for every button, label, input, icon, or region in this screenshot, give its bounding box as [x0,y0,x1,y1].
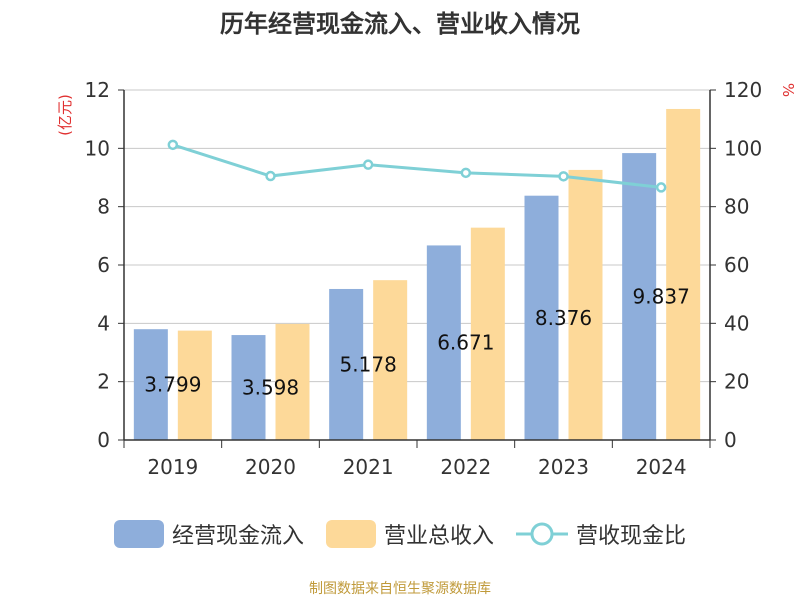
x-tick-label: 2023 [538,455,589,479]
y2-tick-label: 120 [724,78,762,102]
legend-swatch-revenue [325,520,376,548]
y2-tick-label: 80 [724,195,749,219]
y2-tick-label: 40 [724,311,749,335]
ratio-line [172,143,662,189]
y-tick-label: 12 [85,78,110,102]
bar-revenue [666,108,701,440]
chart-title: 历年经营现金流入、营业收入情况 [220,10,580,38]
y2-tick-label: 100 [724,136,762,160]
ratio-point [265,170,276,182]
ratio-point [460,167,472,179]
x-tick-label: 2021 [343,455,394,479]
y-tick-label: 4 [97,311,110,335]
bars [133,108,701,440]
ratio-point [558,171,569,182]
x-tick-label: 2020 [245,455,296,479]
legend-line-marker-icon [516,522,568,546]
legend-label-revenue: 营业总收入 [383,524,494,549]
legend-swatch-cash-inflow [113,520,164,548]
ratio-point [167,139,179,151]
bar-cash-inflow [426,245,461,440]
y2-axis-label: % [779,83,797,97]
y-tick-label: 8 [97,195,110,219]
bar-revenue [568,169,603,440]
x-tick-label: 2024 [636,455,687,479]
data-label: 3.799 [144,373,201,397]
legend-label-ratio: 营收现金比 [576,524,687,549]
legend-item-revenue[interactable]: 营业总收入 [325,518,494,550]
gridlines [124,89,710,383]
ratio-point [362,159,374,170]
legend-label-cash-inflow: 经营现金流入 [171,524,304,549]
legend-item-ratio[interactable]: 营收现金比 [516,518,686,550]
legend: 经营现金流入 营业总收入 营收现金比 [0,518,800,550]
data-label: 5.178 [340,352,397,376]
bar-cash-inflow [329,288,364,440]
bar-cash-inflow [133,329,168,440]
bar-cash-inflow [622,153,657,440]
bar-cash-inflow [231,335,266,440]
bar-revenue [275,323,310,440]
ratio-point [655,182,667,193]
data-label: 8.376 [535,306,592,330]
y2-tick-label: 20 [724,370,749,394]
source-note: 制图数据来自恒生聚源数据库 [309,581,491,597]
data-label: 3.598 [242,376,299,400]
y2-tick-label: 0 [724,428,737,452]
x-tick-label: 2019 [147,455,198,479]
data-label: 6.671 [437,331,494,355]
x-tick-label: 2022 [440,455,491,479]
y-axis-label: (亿元) [56,94,74,136]
legend-item-cash-inflow[interactable]: 经营现金流入 [113,518,304,550]
y-tick-label: 2 [97,370,110,394]
bar-revenue [373,280,408,440]
data-labels: 3.799 3.598 5.178 6.671 8.376 9.837 [144,285,690,400]
data-label: 9.837 [633,285,690,309]
y-tick-label: 0 [97,428,110,452]
bar-revenue [177,330,212,440]
bar-revenue [470,227,505,440]
y-tick-label: 6 [97,253,110,277]
y2-tick-label: 60 [724,253,749,277]
y-tick-label: 10 [85,136,110,160]
ratio-line-layer [167,139,667,193]
bar-cash-inflow [524,195,559,440]
